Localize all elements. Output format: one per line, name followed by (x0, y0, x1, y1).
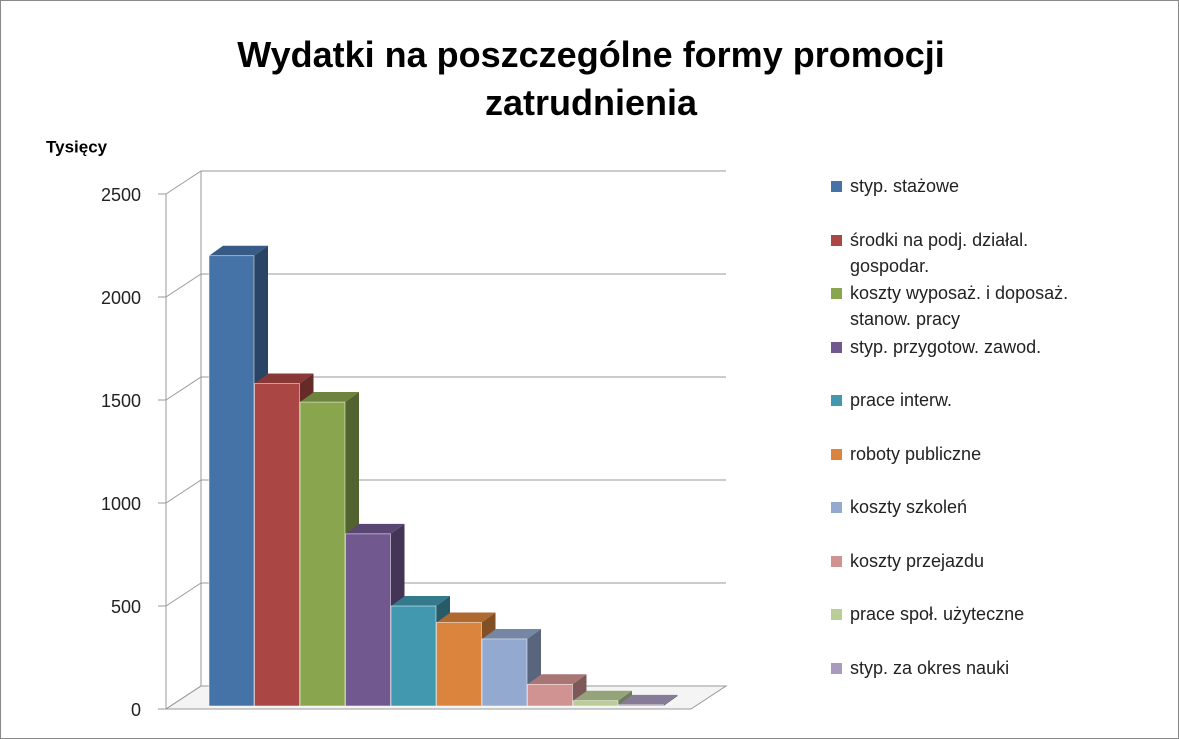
grid-line (165, 582, 726, 607)
bar-top (345, 523, 405, 534)
y-axis-label: Tysięcy (46, 137, 108, 156)
chart-title: Wydatki na poszczególne formy promocji z… (237, 34, 945, 123)
legend-item: styp. przygotow. zawod. (831, 334, 1076, 360)
legend-item: koszty wyposaż. i doposaż. stanow. pracy (831, 280, 1076, 332)
bar-top (618, 694, 678, 705)
legend-label: środki na podj. działal. gospodar. (850, 229, 1029, 276)
grid-line (165, 170, 726, 195)
y-tick-label: 2500 (101, 185, 141, 205)
legend-label: prace interw. (850, 390, 953, 410)
legend-label: styp. za okres nauki (850, 657, 1010, 678)
legend-item: koszty szkoleń (831, 494, 1076, 520)
bar (254, 383, 300, 707)
bar (208, 255, 255, 707)
y-tick-label: 1000 (101, 494, 141, 514)
legend-item: roboty publiczne (831, 441, 1076, 467)
legend-label: roboty publiczne (850, 443, 982, 464)
legend-item: środki na podj. działal. gospodar. (831, 227, 1076, 279)
bar (572, 700, 619, 707)
legend-item: prace społ. użyteczne (831, 601, 1076, 627)
legend-swatch (831, 662, 842, 674)
legend-swatch (831, 234, 842, 246)
bar-top (254, 373, 314, 384)
legend-item: styp. za okres nauki (831, 655, 1076, 681)
bar (390, 605, 437, 707)
legend-swatch (831, 181, 842, 192)
bar-side (618, 690, 632, 706)
legend-label: prace społ. użyteczne (850, 604, 1025, 624)
bar-top (527, 674, 587, 685)
bar (299, 401, 346, 707)
bar-side (663, 694, 678, 706)
grid-line (165, 273, 726, 298)
legend-swatch (831, 448, 842, 460)
legend-swatch (831, 609, 842, 620)
legend-swatch (831, 341, 842, 353)
grid-line (165, 479, 726, 504)
legend-swatch (831, 502, 842, 513)
legend-label: koszty wyposaż. i doposaż. stanow. pracy (850, 283, 1069, 329)
bar (345, 533, 391, 707)
bar-top (482, 628, 541, 639)
legend-swatch (831, 555, 842, 567)
bar-top (391, 596, 450, 606)
bar (481, 638, 528, 707)
legend-item: koszty przejazdu (831, 548, 1076, 574)
bar-top (209, 245, 268, 256)
legend-label: styp. przygotow. zawod. (850, 336, 1042, 357)
title-box: Wydatki na poszczególne formy promocji z… (237, 34, 945, 123)
y-tick-label: 2000 (101, 288, 141, 308)
legend-label: styp. stażowe (850, 176, 960, 196)
y-tick-label: 0 (131, 700, 141, 720)
y-tick-label: 1500 (101, 391, 141, 411)
bar (436, 622, 482, 707)
bar-top (436, 612, 496, 623)
bar-top (573, 690, 632, 701)
legend-swatch (831, 395, 842, 406)
legend-label: koszty szkoleń (850, 497, 968, 517)
legend-item: prace interw. (831, 387, 1076, 413)
legend-label: koszty przejazdu (850, 550, 985, 571)
y-tick-label: 500 (111, 597, 141, 617)
legend-item: styp. stażowe (831, 173, 1076, 199)
bar-top (300, 392, 359, 403)
legend-swatch (831, 288, 842, 299)
bar (618, 704, 664, 707)
grid-line (165, 376, 726, 401)
bar (527, 684, 573, 707)
